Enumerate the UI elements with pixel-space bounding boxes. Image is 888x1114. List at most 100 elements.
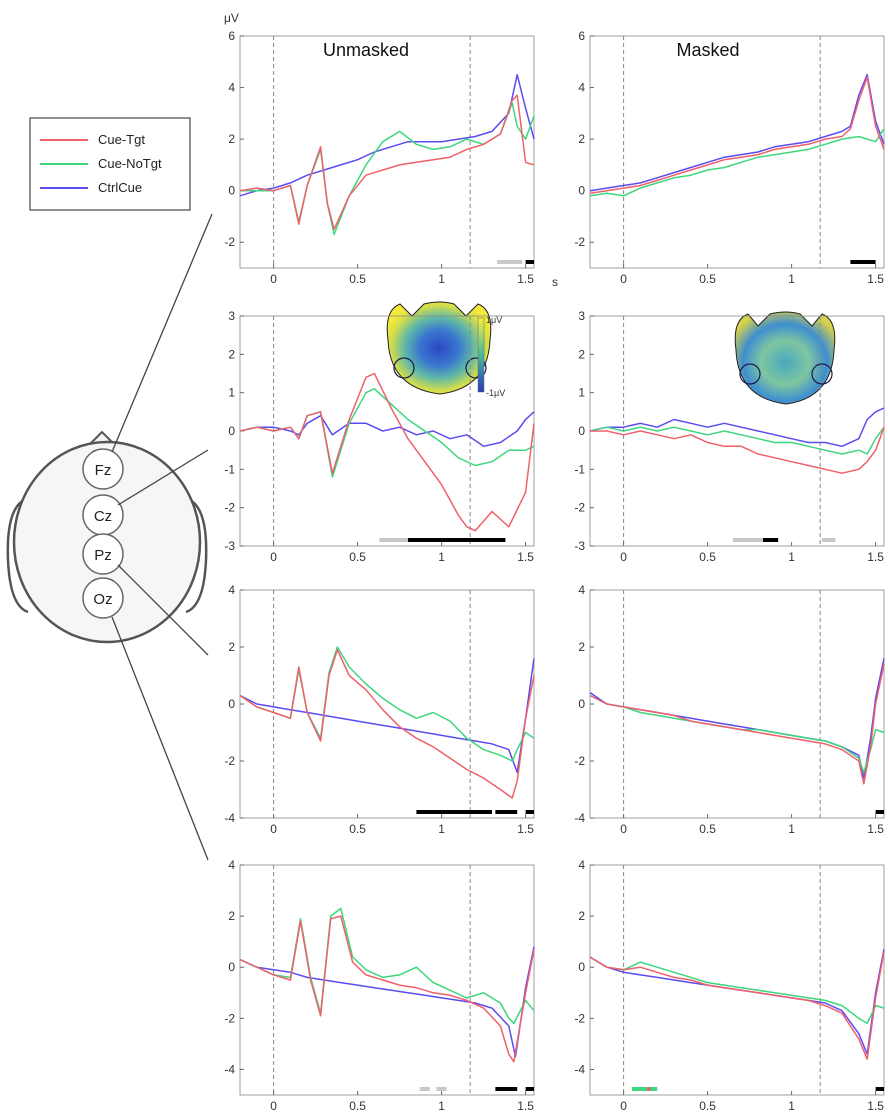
- colorbar-min-label: -1μV: [486, 388, 505, 398]
- connector-oz: [111, 616, 209, 861]
- y-tick-label: 2: [578, 347, 585, 361]
- series-line-ctrlcue: [239, 946, 535, 1058]
- colorbar-max-label: 1μV: [486, 315, 502, 325]
- y-tick-label: 0: [228, 184, 235, 198]
- series-line-ctrlcue: [589, 73, 885, 192]
- connector-cz: [117, 449, 209, 506]
- y-tick-label: 4: [228, 858, 235, 872]
- series-line-ctrlcue: [589, 658, 885, 779]
- y-unit-label: μV: [224, 11, 239, 25]
- x-tick-label: 1: [788, 1099, 795, 1113]
- y-tick-label: -4: [574, 1062, 585, 1076]
- x-tick-label: 1: [788, 550, 795, 564]
- y-tick-label: 4: [578, 583, 585, 597]
- y-tick-label: -4: [224, 811, 235, 825]
- y-tick-label: -2: [224, 235, 235, 249]
- y-tick-label: 6: [228, 29, 235, 43]
- y-tick-label: 4: [578, 81, 585, 95]
- plot-frame: [239, 864, 535, 1096]
- series-line-cue-notgt: [589, 128, 885, 197]
- series-line-cue-tgt: [589, 76, 885, 194]
- y-tick-label: -2: [574, 754, 585, 768]
- x-tick-label: 1.5: [517, 272, 534, 286]
- y-tick-label: 0: [578, 960, 585, 974]
- x-tick-label: 1: [438, 822, 445, 836]
- x-tick-label: 1: [438, 550, 445, 564]
- y-tick-label: 2: [228, 909, 235, 923]
- electrode-label-cz: Cz: [94, 508, 112, 525]
- x-tick-label: 0.5: [349, 272, 366, 286]
- erp-charts: 0 0.5 1 1.5 6 4 2 0 -2 0 0.5 1 1.5 6 4 2 0 -2 0 0.5 1 1.5 3 2 1 0…: [224, 29, 885, 1113]
- x-tick-label: 1.5: [517, 1099, 534, 1113]
- y-tick-label: 0: [228, 697, 235, 711]
- x-tick-label: 0.5: [699, 1099, 716, 1113]
- x-tick-label: 0.5: [349, 822, 366, 836]
- y-tick-label: 2: [578, 132, 585, 146]
- connector-fz: [111, 213, 213, 453]
- x-tick-label: 1: [788, 272, 795, 286]
- chart-pz-masked: 0 0.5 1 1.5 4 2 0 -2 -4: [574, 583, 885, 836]
- series-line-cue-notgt: [239, 907, 535, 1025]
- series-line-cue-tgt: [239, 372, 535, 532]
- y-tick-label: 4: [578, 858, 585, 872]
- series-line-cue-notgt: [589, 956, 885, 1025]
- x-tick-label: 1.5: [867, 550, 884, 564]
- electrode-fz: Fz: [82, 448, 124, 490]
- y-tick-label: -2: [224, 1011, 235, 1025]
- x-tick-label: 0.5: [699, 272, 716, 286]
- head-diagram: Fz Cz Pz Oz: [6, 213, 213, 861]
- x-tick-label: 0: [270, 822, 277, 836]
- x-tick-label: 0.5: [699, 822, 716, 836]
- series-line-cue-tgt: [590, 426, 885, 474]
- x-tick-label: 0: [270, 272, 277, 286]
- electrode-cz: Cz: [82, 494, 124, 536]
- left-ear: [6, 498, 29, 614]
- y-tick-label: 1: [578, 386, 585, 400]
- series-line-cue-tgt: [239, 915, 535, 1063]
- y-tick-label: 0: [228, 424, 235, 438]
- electrode-label-oz: Oz: [93, 591, 112, 608]
- series-line-ctrlcue: [239, 73, 535, 197]
- plot-frame: [589, 589, 885, 819]
- chart-cz-masked: 0 0.5 1 1.5 3 2 1 0 -1 -2 -3: [574, 309, 885, 564]
- chart-oz-unmasked: 0 0.5 1 1.5 4 2 0 -2 -4: [224, 858, 535, 1113]
- y-tick-label: -3: [224, 539, 235, 553]
- plot-frame: [589, 864, 885, 1096]
- series-line-ctrlcue: [589, 407, 885, 448]
- series-line-cue-notgt: [239, 388, 535, 478]
- plot-frame: [239, 589, 535, 819]
- y-tick-label: 0: [578, 697, 585, 711]
- y-tick-label: -2: [224, 501, 235, 515]
- y-tick-label: -4: [574, 811, 585, 825]
- y-tick-label: 2: [578, 640, 585, 654]
- x-tick-label: 1.5: [867, 822, 884, 836]
- x-tick-label: 0.5: [349, 1099, 366, 1113]
- y-tick-label: -3: [574, 539, 585, 553]
- connector-pz: [117, 564, 209, 656]
- plot-frame: [239, 35, 535, 269]
- y-tick-label: -2: [224, 754, 235, 768]
- plot-frame: [239, 315, 535, 547]
- x-tick-label: 1: [438, 272, 445, 286]
- x-tick-label: 1.5: [867, 1099, 884, 1113]
- series-line-cue-notgt: [589, 426, 885, 455]
- chart-fz-unmasked: 0 0.5 1 1.5 6 4 2 0 -2: [224, 29, 535, 286]
- topomap-cz-masked: [734, 311, 836, 405]
- y-tick-label: 2: [228, 132, 235, 146]
- x-tick-label: 0: [270, 1099, 277, 1113]
- y-tick-label: 2: [578, 909, 585, 923]
- chart-oz-masked: 0 0.5 1 1.5 4 2 0 -2 -4: [574, 858, 885, 1113]
- y-tick-label: 2: [228, 640, 235, 654]
- chart-pz-unmasked: 0 0.5 1 1.5 4 2 0 -2 -4: [224, 583, 535, 836]
- topomap-colorbar: 1μV -1μV: [477, 315, 505, 398]
- y-tick-label: 6: [578, 29, 585, 43]
- y-tick-label: 2: [228, 347, 235, 361]
- x-tick-label: 1.5: [517, 550, 534, 564]
- x-tick-label: 0: [620, 1099, 627, 1113]
- x-tick-label: 1.5: [867, 272, 884, 286]
- y-tick-label: 3: [228, 309, 235, 323]
- x-tick-label: 0: [270, 550, 277, 564]
- series-line-cue-tgt: [589, 663, 885, 785]
- column-title-unmasked: Unmasked: [323, 40, 409, 60]
- x-tick-label: 1: [438, 1099, 445, 1113]
